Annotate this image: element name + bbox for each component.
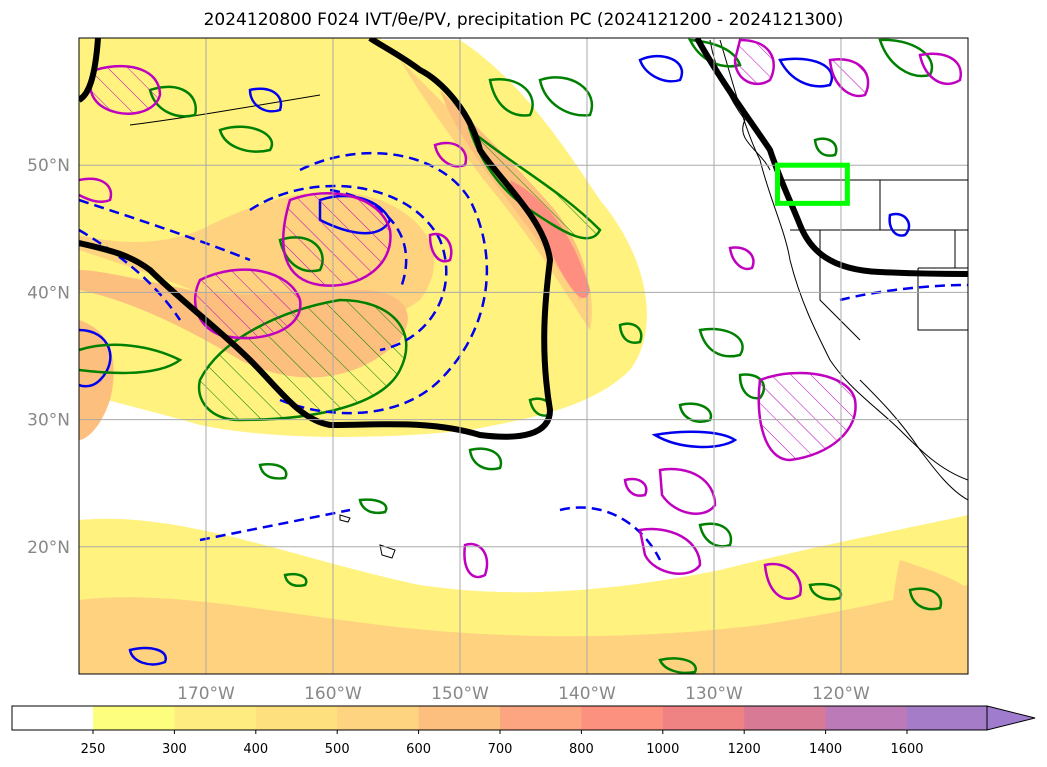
colorbar-label: 500 xyxy=(325,742,350,757)
map-frame xyxy=(78,37,969,675)
colorbar-segment xyxy=(337,706,420,730)
colorbar-label: 400 xyxy=(243,742,268,757)
jet-contours xyxy=(79,38,968,440)
lon-tick-labels: 170°W 160°W 150°W 140°W 130°W 120°W xyxy=(177,684,870,704)
colorbar-label: 300 xyxy=(162,742,187,757)
lon-tick-label: 150°W xyxy=(431,684,489,704)
lat-tick-label: 20°N xyxy=(27,538,70,558)
lon-tick-label: 120°W xyxy=(812,684,870,704)
colorbar-segment xyxy=(907,706,988,730)
colorbar-segment xyxy=(500,706,582,730)
map-title: 2024120800 F024 IVT/θe/PV, precipitation… xyxy=(203,10,844,30)
theta-e-contours xyxy=(79,54,968,666)
colorbar-label: 800 xyxy=(569,742,594,757)
pv-contours xyxy=(79,38,963,600)
region-highlight-box xyxy=(775,162,850,206)
colorbar-segment xyxy=(255,706,338,730)
colorbar-segment xyxy=(418,706,501,730)
colorbar-label: 1200 xyxy=(728,742,761,757)
colorbar-label: 1400 xyxy=(809,742,842,757)
colorbar-segment xyxy=(744,706,827,730)
lon-tick-label: 130°W xyxy=(685,684,743,704)
colorbar-segment xyxy=(825,706,908,730)
precip-hatch-area xyxy=(197,126,602,422)
lat-tick-label: 40°N xyxy=(27,283,70,303)
lon-tick-label: 170°W xyxy=(177,684,235,704)
colorbar-extend-arrow xyxy=(986,705,1036,731)
colorbar-segment xyxy=(174,706,257,730)
colorbar-label: 700 xyxy=(488,742,513,757)
colorbar-segment xyxy=(12,706,94,730)
lon-tick-label: 140°W xyxy=(558,684,616,704)
lon-tick-label: 160°W xyxy=(304,684,362,704)
colorbar-label: 1600 xyxy=(890,742,923,757)
lat-tick-label: 30°N xyxy=(27,411,70,431)
colorbar-label: 1000 xyxy=(646,742,679,757)
lat-tick-label: 50°N xyxy=(27,156,70,176)
colorbar-segment xyxy=(662,706,745,730)
colorbar-label: 250 xyxy=(81,742,106,757)
colorbar-label: 600 xyxy=(406,742,431,757)
colorbar xyxy=(11,705,1036,731)
lat-lon-grid xyxy=(79,38,968,674)
lat-tick-labels: 50°N 40°N 30°N 20°N xyxy=(27,156,70,558)
colorbar-segment xyxy=(581,706,664,730)
colorbar-labels: 250 300 400 500 600 700 800 1000 1200 1400 1600 xyxy=(81,730,924,757)
colorbar-segment xyxy=(93,706,175,730)
